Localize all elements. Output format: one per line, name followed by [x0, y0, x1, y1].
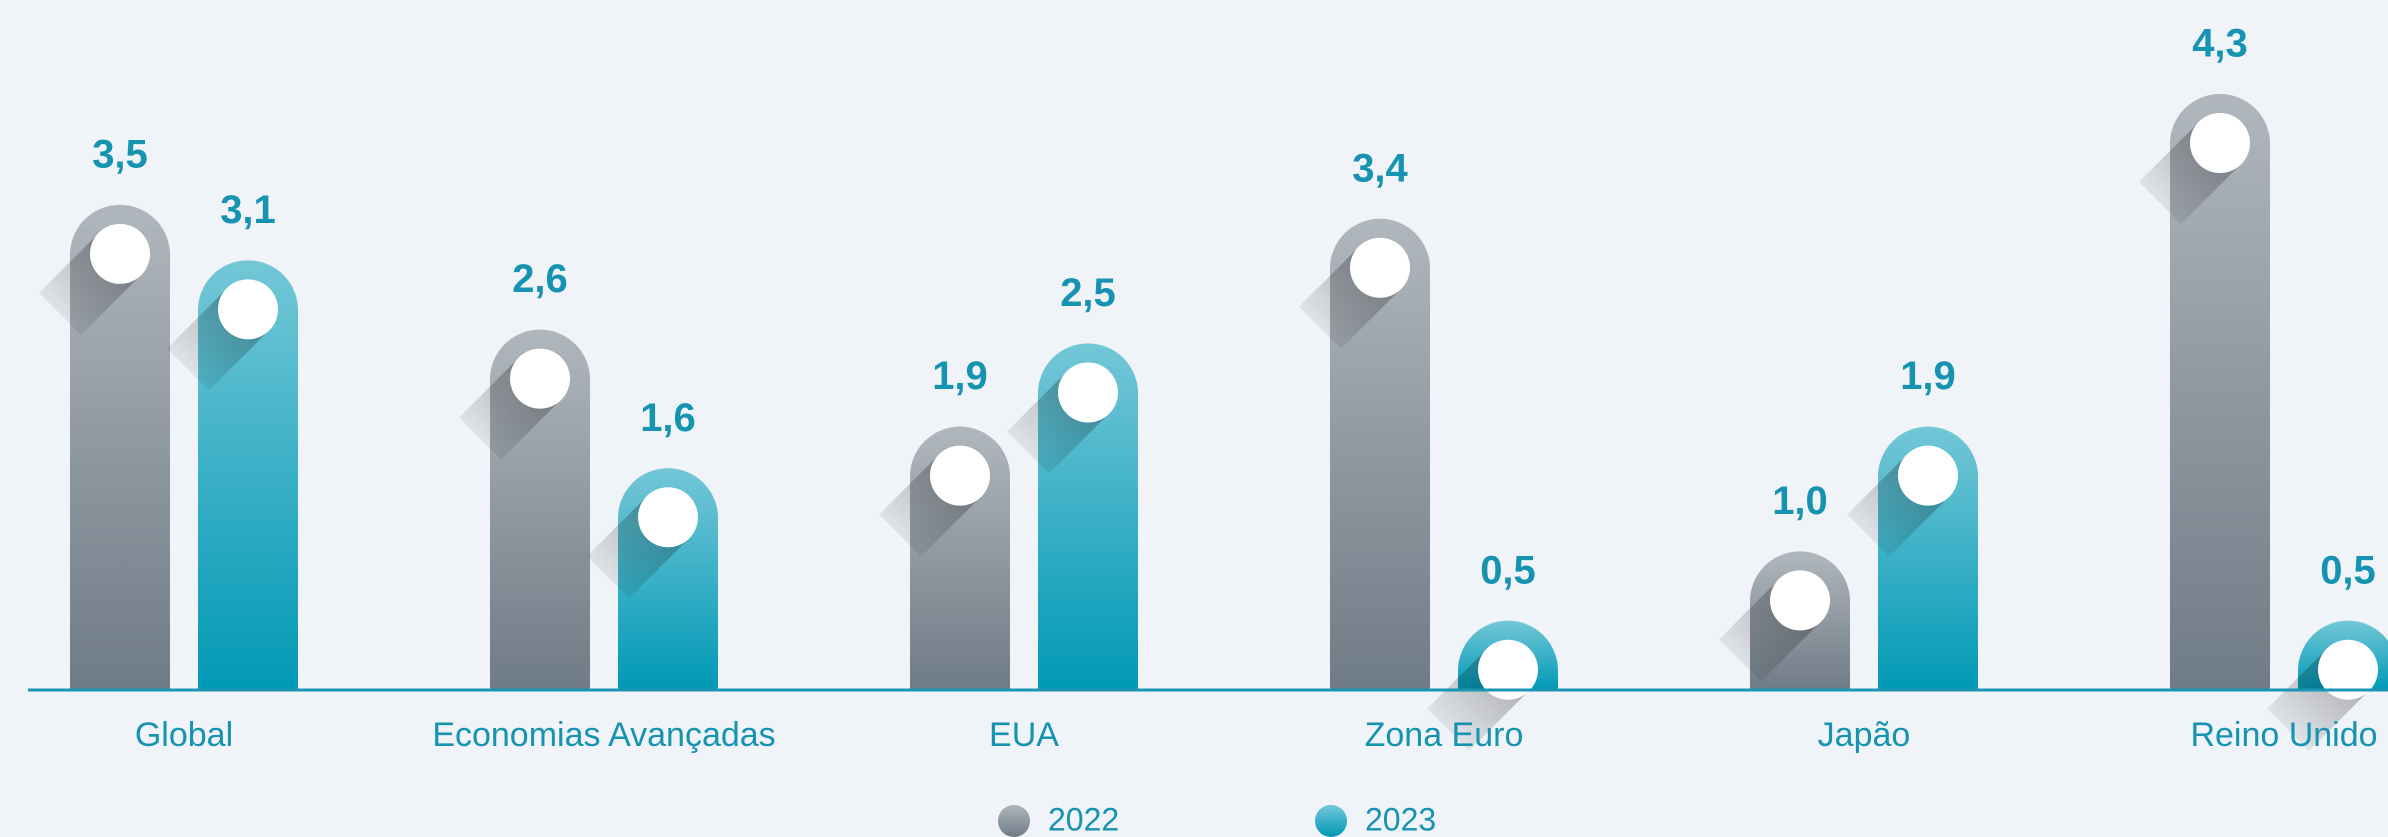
bar-shine	[2170, 94, 2270, 690]
x-tick-label: Zona Euro	[1365, 716, 1524, 754]
value-label: 4,3	[2192, 22, 2248, 66]
legend-label: 2022	[1048, 801, 1119, 837]
bar-knob	[218, 279, 278, 340]
x-tick-label: Global	[135, 716, 233, 754]
bar-knob	[1350, 237, 1410, 298]
value-label: 3,5	[92, 132, 148, 176]
legend-label: 2023	[1365, 801, 1436, 837]
bar-knob	[2190, 113, 2250, 174]
bar-knob	[1478, 639, 1538, 700]
x-tick-label: Reino Unido	[2190, 716, 2377, 754]
value-label: 3,1	[220, 188, 276, 232]
value-label: 1,0	[1772, 479, 1828, 523]
bar-shine	[1330, 218, 1430, 690]
bar-knob	[90, 223, 150, 284]
value-label: 0,5	[1480, 548, 1536, 592]
value-label: 2,6	[512, 257, 568, 301]
value-label: 3,4	[1352, 146, 1408, 190]
bar-knob	[1058, 362, 1118, 423]
x-tick-label: EUA	[989, 716, 1059, 754]
bar-knob	[1770, 570, 1830, 631]
bar-knob	[930, 445, 990, 506]
bar-knob	[2318, 639, 2378, 700]
value-label: 1,9	[1900, 354, 1956, 398]
legend: 2022 2023	[998, 801, 1436, 837]
legend-swatch-shine	[1315, 805, 1347, 837]
legend-swatch-shine	[998, 805, 1030, 837]
bar-knob	[1898, 445, 1958, 506]
value-label: 2,5	[1060, 271, 1116, 315]
value-label: 1,9	[932, 354, 988, 398]
x-tick-label: Japão	[1818, 716, 1911, 754]
value-label: 0,5	[2320, 548, 2376, 592]
bar-shine	[70, 204, 170, 690]
x-tick-label: Economias Avançadas	[432, 716, 775, 754]
bar-knob	[510, 348, 570, 409]
plot-area: 3,5 3,1 2,6 1,6 1,9 2,5 3,4 0,5 1,0 1,9 4,3 0,5	[39, 22, 2388, 751]
value-label: 1,6	[640, 396, 696, 440]
bar-knob	[638, 487, 698, 548]
